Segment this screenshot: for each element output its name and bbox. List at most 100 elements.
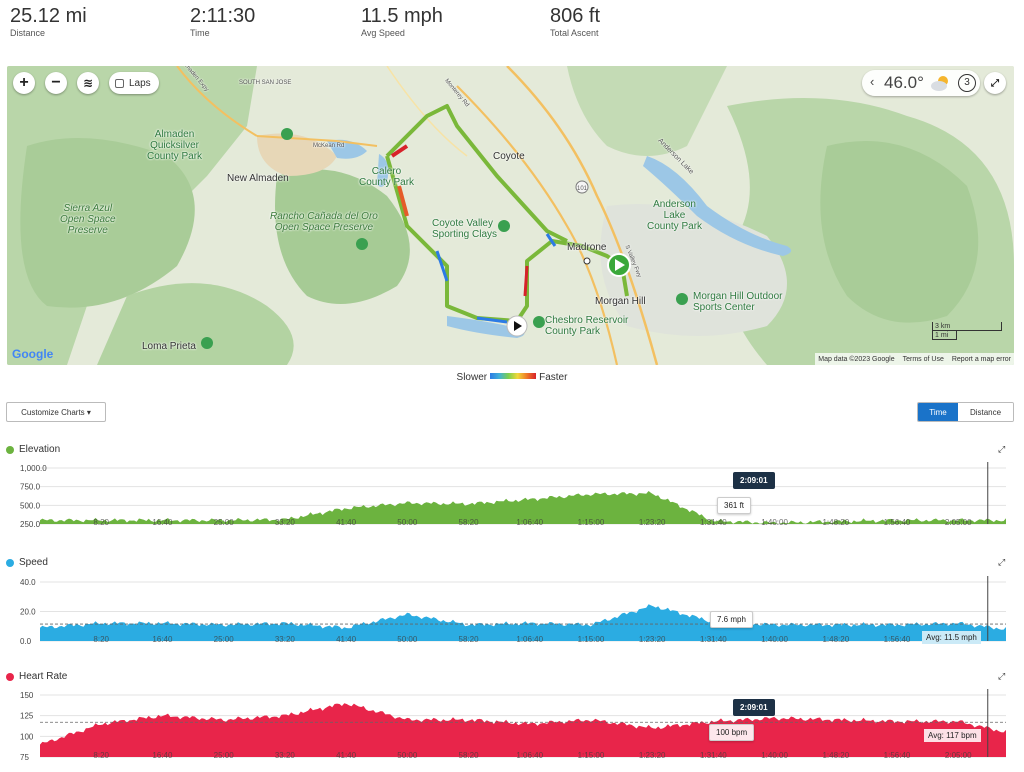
- time-label: Time: [190, 28, 210, 38]
- x-tick-label: 16:40: [152, 518, 173, 527]
- route-map[interactable]: + − ≋ Laps ‹ 46.0° 3 ⤢ SOUTH SAN JOSE Al…: [7, 66, 1014, 365]
- elevation-dot: [6, 445, 14, 454]
- y-tick-label: 20.0: [20, 608, 36, 617]
- x-tick-label: 2:05:00: [945, 518, 972, 527]
- expand-icon[interactable]: ⤢: [998, 557, 1006, 567]
- stat-total-ascent: 806 ft Total Ascent: [550, 5, 600, 38]
- chevron-left-icon[interactable]: ‹: [870, 74, 875, 89]
- x-tick-label: 8:20: [93, 751, 109, 760]
- legend-gradient: [490, 373, 537, 379]
- activity-summary: 25.12 mi Distance 2:11:30 Time 11.5 mph …: [10, 5, 1010, 45]
- elevation-title-text: Elevation: [19, 444, 61, 455]
- zoom-in-button[interactable]: +: [13, 72, 35, 94]
- x-tick-label: 33:20: [275, 518, 296, 527]
- time-value: 2:11:30: [190, 5, 256, 27]
- laps-toggle[interactable]: Laps: [109, 72, 159, 94]
- elevation-plot[interactable]: 1,000.0 750.0 500.0 250.0 8:20 16:40 25:00 33:2…: [0, 458, 1024, 530]
- map-scale: 3 km 1 mi: [932, 322, 1002, 340]
- speed-title-text: Speed: [19, 557, 48, 568]
- wind-speed-badge: 3: [958, 74, 976, 92]
- heart-rate-dot: [6, 672, 14, 681]
- x-tick-label: 1:56:40: [884, 635, 911, 644]
- laps-label: Laps: [129, 77, 151, 89]
- report-error-link[interactable]: Report a map error: [951, 355, 1011, 363]
- customize-charts-button[interactable]: Customize Charts ▾: [6, 402, 106, 422]
- heart-rate-chart: Heart Rate ⤢ 150 125 100 75 8:20 16:40 25:00 33…: [0, 671, 1024, 767]
- map-terrain: [7, 66, 1014, 365]
- label-mckean-rd: McKean Rd: [313, 143, 345, 149]
- label-morgan-hill-outdoor: Morgan Hill Outdoor Sports Center: [693, 291, 783, 313]
- x-tick-label: 16:40: [152, 751, 173, 760]
- x-tick-label: 58:20: [459, 518, 480, 527]
- layers-button[interactable]: ≋: [77, 72, 99, 94]
- weather-widget[interactable]: ‹ 46.0° 3: [862, 70, 980, 96]
- distance-label: Distance: [10, 28, 46, 38]
- speed-plot[interactable]: 40.0 20.0 0.0 8:20 16:40 25:00 33:20 41:40 50:00…: [0, 571, 1024, 645]
- stat-avg-speed: 11.5 mph Avg Speed: [361, 5, 443, 38]
- y-tick-label: 150: [20, 691, 34, 700]
- x-tick-label: 1:15:00: [578, 751, 605, 760]
- heart-rate-title-text: Heart Rate: [19, 671, 68, 682]
- x-tick-label: 1:15:00: [578, 635, 605, 644]
- y-tick-label: 0.0: [20, 637, 32, 645]
- stat-time: 2:11:30 Time: [190, 5, 255, 38]
- x-tick-label: 1:40:00: [761, 751, 788, 760]
- label-rancho-canada: Rancho Cañada del Oro Open Space Preserv…: [270, 211, 378, 233]
- elevation-cursor-value: 361 ft: [717, 497, 752, 514]
- speed-legend: Slower Faster: [0, 372, 1024, 383]
- x-tick-label: 8:20: [93, 635, 109, 644]
- legend-slower: Slower: [456, 372, 488, 383]
- plus-icon: +: [19, 74, 29, 91]
- google-logo-text: Google: [12, 347, 54, 361]
- y-tick-label: 40.0: [20, 578, 36, 587]
- toggle-distance[interactable]: Distance: [958, 403, 1013, 421]
- expand-icon[interactable]: ⤢: [998, 671, 1006, 681]
- x-tick-label: 8:20: [93, 518, 109, 527]
- laps-checkbox[interactable]: [115, 78, 124, 88]
- total-ascent-value: 806 ft: [550, 5, 601, 27]
- x-tick-label: 1:48:20: [822, 751, 849, 760]
- label-chesbro: Chesbro Reservoir County Park: [545, 315, 629, 337]
- x-tick-label: 33:20: [275, 635, 296, 644]
- layers-icon: ≋: [82, 76, 94, 90]
- y-tick-label: 500.0: [20, 501, 41, 510]
- expand-icon[interactable]: ⤢: [998, 444, 1006, 454]
- legend-faster: Faster: [539, 372, 568, 383]
- x-tick-label: 1:48:20: [822, 635, 849, 644]
- heart-rate-plot[interactable]: 150 125 100 75 8:20 16:40 25:00 33:20 41:40 50:00…: [0, 685, 1024, 767]
- weather-temperature: 46.0°: [884, 73, 924, 92]
- avg-speed-label: Avg Speed: [361, 28, 405, 38]
- label-loma-prieta: Loma Prieta: [142, 341, 196, 352]
- x-tick-label: 58:20: [459, 635, 480, 644]
- label-new-almaden: New Almaden: [227, 173, 289, 184]
- x-tick-label: 41:40: [336, 635, 357, 644]
- series-area: [40, 604, 1006, 641]
- x-axis-toggle[interactable]: Time Distance: [917, 402, 1014, 422]
- y-tick-label: 125: [20, 712, 34, 721]
- y-tick-label: 250.0: [20, 520, 41, 529]
- x-tick-label: 25:00: [214, 635, 235, 644]
- x-tick-label: 25:00: [214, 751, 235, 760]
- scale-km: 3 km: [932, 322, 1002, 331]
- x-tick-label: 2:05:00: [945, 751, 972, 760]
- speed-avg-label: Avg: 11.5 mph: [922, 631, 981, 644]
- fullscreen-button[interactable]: ⤢: [984, 72, 1006, 94]
- label-coyote-valley: Coyote Valley Sporting Clays: [432, 218, 498, 240]
- x-tick-label: 1:31:40: [700, 635, 727, 644]
- label-madrone: Madrone: [567, 242, 607, 253]
- x-tick-label: 1:48:20: [822, 518, 849, 527]
- elevation-chart: Elevation ⤢ 1,000.0 750.0 500.0 250.0 8:20 16…: [0, 444, 1024, 530]
- label-anderson-lake-park: Anderson Lake County Park: [647, 199, 703, 232]
- heart-rate-avg-label: Avg: 117 bpm: [924, 729, 981, 742]
- toggle-time[interactable]: Time: [918, 403, 958, 421]
- label-calero: Calero County Park: [359, 166, 415, 188]
- avg-speed-value: 11.5 mph: [361, 5, 443, 27]
- terms-link[interactable]: Terms of Use: [902, 355, 944, 363]
- x-tick-label: 50:00: [397, 518, 418, 527]
- x-tick-label: 41:40: [336, 751, 357, 760]
- x-tick-label: 33:20: [275, 751, 296, 760]
- x-tick-label: 1:15:00: [578, 518, 605, 527]
- zoom-out-button[interactable]: −: [45, 72, 67, 94]
- x-tick-label: 1:31:40: [700, 518, 727, 527]
- label-hwy-101: 101: [577, 186, 588, 192]
